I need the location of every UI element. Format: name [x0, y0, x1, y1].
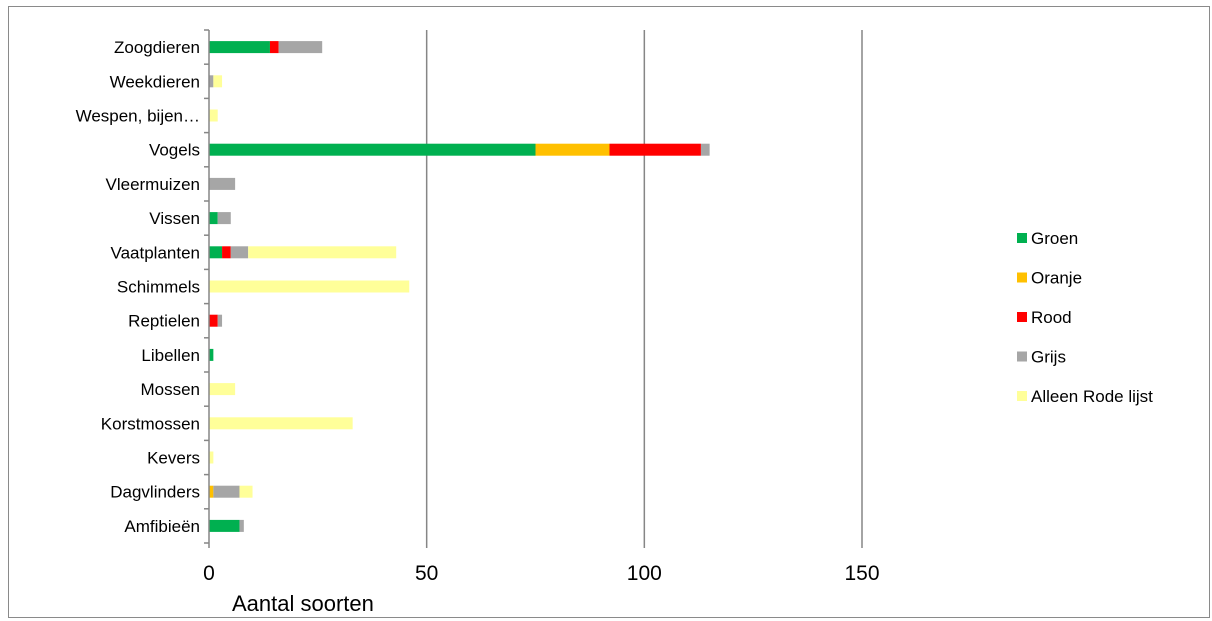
- bar-4-series-2: [535, 143, 610, 156]
- bar-1-series-1: [209, 41, 270, 54]
- category-label-1: Zoogdieren: [114, 38, 200, 57]
- bar-4-series-1: [209, 143, 536, 156]
- bar-1-series-4: [278, 41, 323, 54]
- bar-6-series-4: [217, 212, 231, 225]
- category-label-8: Schimmels: [117, 278, 200, 297]
- category-label-4: Vogels: [149, 141, 200, 160]
- legend-label-4: Grijs: [1031, 348, 1066, 367]
- x-axis-title: Aantal soorten: [232, 591, 374, 616]
- bar-4-series-4: [700, 143, 710, 156]
- legend-swatch-4: [1017, 351, 1027, 362]
- bar-12-series-5: [209, 417, 353, 430]
- category-label-15: Amfibieën: [124, 517, 200, 536]
- legend-label-5: Alleen Rode lijst: [1031, 387, 1153, 406]
- axes: [204, 29, 863, 548]
- category-label-5: Vleermuizen: [106, 175, 201, 194]
- bar-14-series-2: [209, 485, 214, 498]
- bar-10-series-1: [209, 348, 214, 361]
- category-label-3: Wespen, bijen…: [76, 107, 200, 126]
- bar-8-series-5: [209, 280, 410, 293]
- legend-swatch-2: [1017, 272, 1027, 283]
- bars: [209, 41, 710, 532]
- bar-7-series-1: [209, 246, 223, 259]
- category-label-10: Libellen: [141, 346, 200, 365]
- bar-7-series-5: [248, 246, 397, 259]
- legend-swatch-1: [1017, 233, 1027, 243]
- x-tick-label-0: 0: [203, 562, 215, 585]
- bar-9-series-4: [217, 314, 223, 327]
- x-tick-label-50: 50: [415, 562, 438, 585]
- legend-swatch-5: [1017, 391, 1027, 401]
- legend: Groen Oranje Rood Grijs Alleen Rode lijst: [1017, 229, 1153, 406]
- bar-1-series-3: [269, 41, 279, 54]
- bar-15-series-1: [209, 519, 240, 532]
- legend-label-1: Groen: [1031, 229, 1078, 248]
- legend-label-3: Rood: [1031, 308, 1072, 327]
- bar-9-series-3: [209, 314, 218, 327]
- category-label-9: Reptielen: [128, 312, 200, 331]
- bar-14-series-4: [213, 485, 240, 498]
- bar-6-series-1: [209, 212, 218, 225]
- bar-7-series-3: [222, 246, 231, 259]
- bar-2-series-4: [209, 75, 214, 88]
- category-label-14: Dagvlinders: [110, 483, 200, 502]
- category-label-11: Mossen: [140, 380, 200, 399]
- bar-5-series-4: [209, 177, 236, 190]
- bar-14-series-5: [239, 485, 253, 498]
- category-label-2: Weekdieren: [110, 72, 200, 91]
- bar-7-series-4: [230, 246, 249, 259]
- bar-15-series-4: [239, 519, 244, 532]
- bar-2-series-5: [213, 75, 223, 88]
- x-tick-label-150: 150: [844, 562, 879, 585]
- legend-label-2: Oranje: [1031, 269, 1082, 288]
- bar-4-series-3: [609, 143, 701, 156]
- x-tick-label-100: 100: [627, 562, 662, 585]
- bar-3-series-5: [209, 109, 218, 122]
- category-label-13: Kevers: [147, 449, 200, 468]
- category-label-6: Vissen: [149, 209, 200, 228]
- tick-labels: 0 50 100 150: [203, 562, 879, 585]
- category-label-7: Vaatplanten: [111, 243, 200, 262]
- gridlines: [425, 30, 863, 543]
- category-labels: Zoogdieren Weekdieren Wespen, bijen… Vogels…: [76, 38, 200, 536]
- bar-13-series-5: [209, 451, 214, 464]
- legend-swatch-3: [1017, 312, 1027, 322]
- category-label-12: Korstmossen: [101, 414, 200, 433]
- bar-11-series-5: [209, 383, 236, 396]
